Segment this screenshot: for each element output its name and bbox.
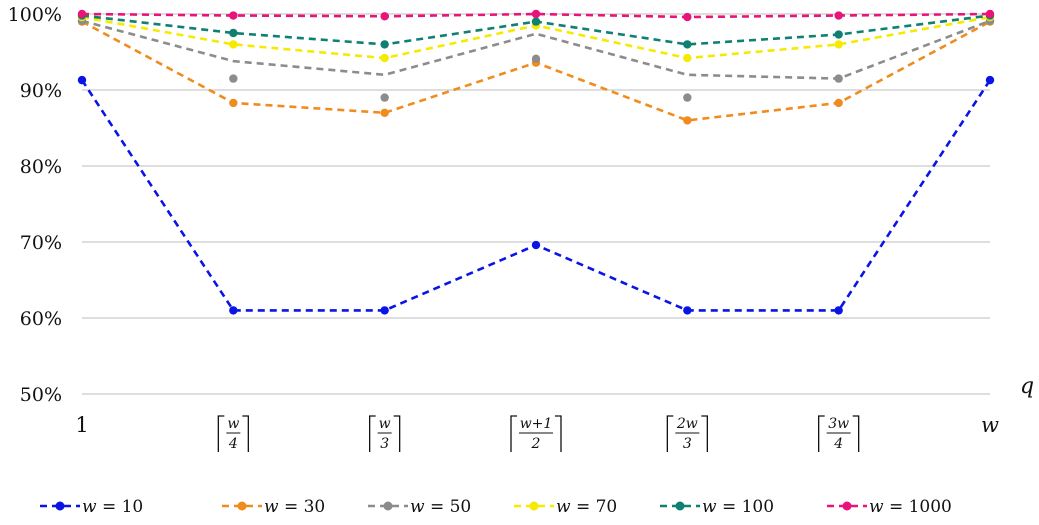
legend-label: w = 1000 — [869, 497, 952, 517]
legend-item: w = 1000 — [827, 497, 952, 517]
x-tick-label: w3 — [369, 415, 401, 452]
ceil-right-bracket — [852, 415, 860, 452]
ceil-left-bracket — [666, 415, 674, 452]
data-point — [380, 306, 389, 315]
legend-item: w = 10 — [40, 497, 143, 517]
series-line — [81, 20, 991, 122]
data-point — [77, 9, 87, 19]
x-tick-label: 1 — [75, 413, 88, 437]
data-point — [531, 240, 541, 250]
data-point — [229, 98, 238, 108]
x-tick-label: w+12 — [510, 415, 562, 452]
data-point — [834, 40, 843, 49]
series-line — [80, 79, 992, 312]
legend-label: w = 10 — [82, 497, 143, 517]
fraction-numerator: 2w — [676, 416, 698, 432]
y-tick-label: 80% — [20, 156, 62, 178]
ceil-left-bracket — [510, 415, 517, 452]
fraction-denominator: 4 — [833, 436, 843, 452]
data-point — [985, 9, 995, 19]
data-point — [380, 12, 389, 21]
data-point — [229, 28, 238, 38]
legend: w = 10 w = 30 w = 50 w = 70 w = 100 w = 1000 — [40, 497, 952, 517]
data-point — [380, 93, 389, 102]
data-point — [683, 53, 692, 63]
data-point — [229, 306, 238, 315]
data-point — [834, 98, 843, 108]
data-point — [380, 53, 389, 63]
legend-swatch-marker — [237, 501, 247, 511]
data-point — [380, 40, 389, 49]
x-axis-label: q — [1020, 374, 1034, 399]
data-point — [683, 12, 692, 22]
ceil-left-bracket — [217, 415, 225, 452]
data-point — [531, 54, 541, 64]
data-point — [683, 116, 692, 125]
data-point — [683, 93, 692, 102]
series-layer — [77, 9, 995, 315]
data-point — [531, 9, 541, 19]
data-point — [531, 17, 541, 26]
series-1000 — [77, 9, 995, 22]
y-tick-label: 70% — [20, 232, 62, 254]
data-point — [683, 306, 692, 315]
ceil-left-bracket — [818, 415, 825, 452]
legend-swatch-marker — [383, 501, 393, 511]
legend-label: w = 100 — [702, 497, 774, 517]
x-tick-label: w — [981, 413, 999, 437]
legend-swatch-marker — [842, 501, 852, 511]
data-point — [683, 40, 692, 49]
legend-label: w = 50 — [410, 497, 471, 517]
y-tick-label: 100% — [8, 4, 62, 26]
fraction-denominator: 3 — [380, 436, 389, 452]
y-axis-ticks: 50% 60% 70% 80% 90% 100% — [8, 4, 62, 406]
x-tick-label: 2w3 — [666, 415, 708, 452]
legend-label: w = 30 — [264, 497, 325, 517]
fraction-denominator: 3 — [683, 436, 692, 452]
legend-swatch-marker — [675, 501, 685, 511]
ceil-left-bracket — [369, 415, 376, 452]
series-10 — [77, 75, 995, 315]
legend-swatch-marker — [529, 501, 539, 511]
x-tick-label: w4 — [217, 415, 249, 452]
fraction-numerator: w — [379, 416, 391, 432]
fraction-denominator: 2 — [531, 436, 541, 452]
ceil-right-bracket — [701, 415, 708, 452]
data-point — [985, 75, 995, 85]
ceil-right-bracket — [555, 415, 562, 452]
y-tick-label: 60% — [20, 308, 62, 330]
data-point — [834, 306, 843, 315]
data-point — [229, 11, 238, 20]
ceil-right-bracket — [393, 415, 401, 452]
y-tick-label: 90% — [20, 80, 62, 102]
gridlines — [82, 13, 990, 395]
fraction-denominator: 4 — [228, 436, 238, 452]
data-point — [834, 11, 843, 20]
data-point — [77, 75, 87, 85]
data-point — [834, 74, 843, 83]
data-point — [834, 30, 843, 39]
legend-label: w = 70 — [556, 497, 617, 517]
fraction-numerator: w+1 — [520, 416, 553, 432]
data-point — [380, 108, 389, 118]
y-tick-label: 50% — [20, 384, 62, 406]
fraction-numerator: w — [227, 416, 239, 432]
fraction-numerator: 3w — [828, 416, 849, 432]
legend-item: w = 50 — [368, 497, 471, 517]
legend-swatch-marker — [55, 501, 65, 511]
ceil-right-bracket — [242, 415, 249, 452]
legend-item: w = 100 — [660, 497, 774, 517]
legend-item: w = 30 — [222, 497, 325, 517]
data-point — [229, 40, 238, 49]
legend-item: w = 70 — [514, 497, 617, 517]
x-tick-label: 3w4 — [818, 415, 860, 452]
data-point — [229, 74, 238, 83]
